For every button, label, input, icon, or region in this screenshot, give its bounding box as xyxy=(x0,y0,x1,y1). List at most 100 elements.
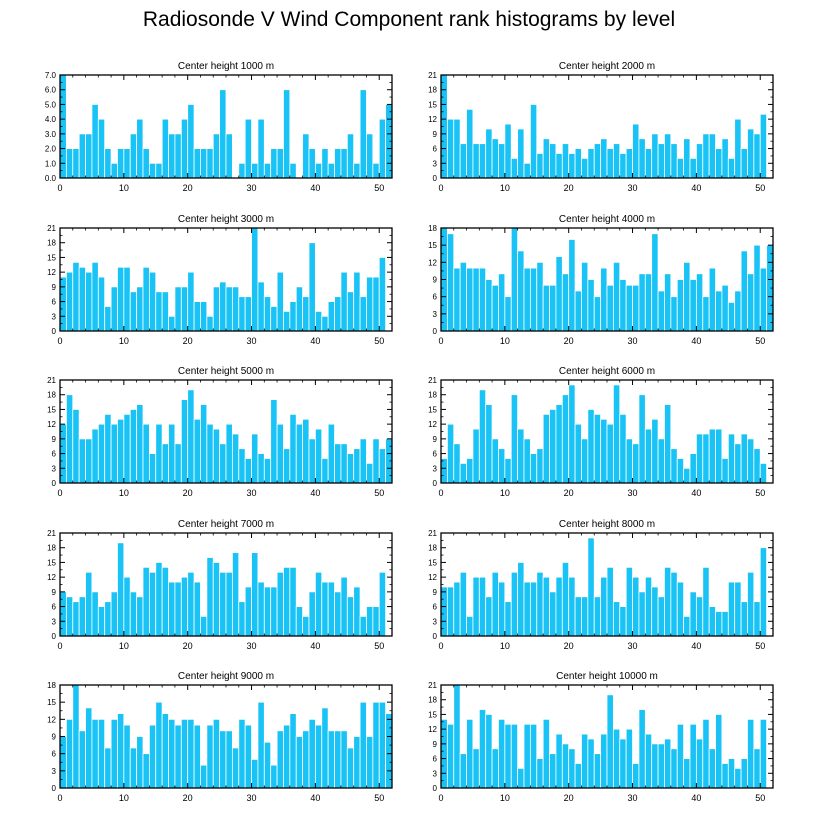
bar xyxy=(491,438,499,484)
x-tick-label: 30 xyxy=(247,641,257,651)
bar xyxy=(555,256,563,332)
bar xyxy=(727,433,736,484)
y-tick-label: 12 xyxy=(47,715,56,724)
bar xyxy=(676,723,685,789)
bar xyxy=(523,162,531,179)
y-tick-label: 3 xyxy=(52,464,57,473)
panel-3: Center height 3000 m 0 3 6 9 12 15 18 21 0 10 20 30 4… xyxy=(47,214,393,346)
panel-2: Center height 2000 m 0 3 6 9 12 15 18 21 0 10 20 30 4… xyxy=(428,61,774,193)
bar xyxy=(340,576,348,637)
bar xyxy=(466,458,474,484)
bar xyxy=(359,89,367,179)
bar xyxy=(529,453,538,484)
x-tick-label: 40 xyxy=(310,336,320,346)
y-tick-label: 2.0 xyxy=(45,145,57,154)
bar xyxy=(529,723,538,789)
bar xyxy=(168,315,176,332)
bar xyxy=(200,764,208,789)
bar xyxy=(504,123,512,179)
y-tick-label: 0 xyxy=(52,784,57,793)
bar xyxy=(359,615,367,637)
bar xyxy=(568,748,576,789)
x-tick-label: 40 xyxy=(691,793,701,803)
bar xyxy=(78,730,86,789)
panel-4: Center height 4000 m 0 3 6 9 12 15 18 0 10 20 30 40 5… xyxy=(428,214,774,346)
bar xyxy=(542,413,550,484)
bar xyxy=(142,266,150,332)
bar xyxy=(270,586,278,637)
bar xyxy=(65,718,74,789)
bar xyxy=(308,242,316,332)
bar xyxy=(574,596,582,637)
bar xyxy=(65,596,74,637)
bar xyxy=(517,250,525,332)
bar xyxy=(225,423,233,484)
bar xyxy=(466,615,474,637)
bar xyxy=(168,581,176,637)
bar xyxy=(747,571,755,637)
panel-title: Center height 3000 m xyxy=(178,214,274,225)
bar xyxy=(270,148,278,179)
y-tick-label: 3.0 xyxy=(45,130,57,139)
bar xyxy=(657,438,665,484)
bar xyxy=(117,542,125,637)
bar xyxy=(123,148,131,179)
x-tick-label: 0 xyxy=(438,488,443,498)
y-tick-label: 12 xyxy=(428,115,437,124)
panel-10: Center height 10000 m 0 3 6 9 12 15 18 21 0 10 20 30… xyxy=(428,671,774,803)
panel-title: Center height 4000 m xyxy=(559,214,655,225)
bar xyxy=(212,718,221,789)
bar xyxy=(753,133,761,179)
bar xyxy=(251,433,259,484)
y-tick-label: 12 xyxy=(47,420,56,429)
bar xyxy=(740,758,748,789)
bar xyxy=(276,148,284,179)
bar xyxy=(129,291,138,332)
bar xyxy=(129,747,138,789)
bar xyxy=(117,266,125,332)
panel-title: Center height 8000 m xyxy=(559,519,655,530)
x-tick-label: 50 xyxy=(374,488,384,498)
bar xyxy=(353,736,361,789)
bar xyxy=(625,148,633,179)
bar xyxy=(734,118,742,179)
bar xyxy=(212,133,221,179)
bar xyxy=(587,409,595,484)
x-tick-label: 50 xyxy=(755,641,765,651)
bar xyxy=(638,273,646,332)
bar xyxy=(740,148,748,179)
bar xyxy=(123,413,131,484)
bar xyxy=(85,438,93,484)
x-tick-label: 10 xyxy=(119,793,129,803)
x-tick-label: 10 xyxy=(500,793,510,803)
bar xyxy=(136,404,144,484)
bar xyxy=(110,162,118,179)
bar xyxy=(638,591,646,637)
bar xyxy=(251,758,259,789)
bar xyxy=(78,438,86,484)
bar xyxy=(759,267,768,332)
panel-title: Center height 6000 m xyxy=(559,366,655,377)
bar xyxy=(664,404,672,484)
x-tick-label: 50 xyxy=(374,336,384,346)
x-tick-label: 40 xyxy=(310,183,320,193)
x-tick-label: 10 xyxy=(119,183,129,193)
bar xyxy=(78,266,86,332)
bar xyxy=(174,286,182,332)
bar xyxy=(555,733,563,789)
bar xyxy=(263,586,272,637)
x-tick-label: 30 xyxy=(628,336,638,346)
bar xyxy=(683,467,691,484)
bar xyxy=(219,571,227,637)
bar xyxy=(353,162,361,179)
x-tick-label: 40 xyxy=(310,793,320,803)
bar xyxy=(695,596,704,637)
bar xyxy=(702,296,710,332)
bar xyxy=(193,148,201,179)
bar xyxy=(123,724,131,789)
bar xyxy=(683,261,691,332)
bar xyxy=(340,443,348,484)
bar xyxy=(289,162,297,179)
bar xyxy=(110,423,118,484)
y-tick-label: 3 xyxy=(433,464,438,473)
